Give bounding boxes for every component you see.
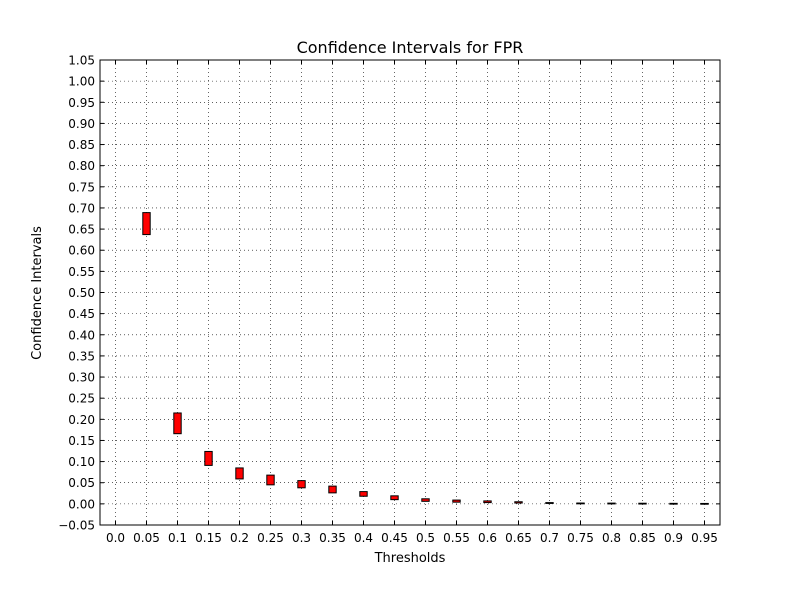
- x-tick-label: 0.05: [133, 531, 160, 545]
- ci-bar: [421, 498, 430, 502]
- y-tick-label: 0.95: [68, 96, 95, 110]
- ci-bar: [483, 500, 492, 504]
- x-axis-label: Thresholds: [374, 551, 446, 566]
- y-tick-label: 0.55: [68, 265, 95, 279]
- x-tick-label: 0.95: [691, 531, 718, 545]
- y-tick-label: 0.85: [68, 138, 95, 152]
- y-tick-label: 0.65: [68, 223, 95, 237]
- y-tick-label: −0.05: [58, 519, 95, 533]
- ci-bar: [204, 450, 213, 466]
- x-tick-label: 0.6: [478, 531, 497, 545]
- y-axis-label: Confidence Intervals: [30, 226, 45, 360]
- x-tick-label: 0.2: [230, 531, 249, 545]
- y-tick-label: 0.20: [68, 413, 95, 427]
- y-tick-label: 0.05: [68, 476, 95, 490]
- ci-bar: [514, 501, 523, 504]
- x-tick-label: 0.65: [505, 531, 532, 545]
- ci-bar: [452, 499, 461, 503]
- x-tick-label: 0.4: [354, 531, 373, 545]
- y-tick-label: 1.05: [68, 54, 95, 68]
- x-tick-label: 0.85: [629, 531, 656, 545]
- chart-title: Confidence Intervals for FPR: [297, 38, 524, 57]
- y-tick-label: 0.60: [68, 244, 95, 258]
- x-tick-label: 0.7: [540, 531, 559, 545]
- x-tick-label: 0.1: [168, 531, 187, 545]
- x-tick-label: 0.75: [567, 531, 594, 545]
- confidence-interval-bars: [142, 212, 709, 505]
- ci-bar: [638, 502, 647, 505]
- ci-bar: [142, 212, 151, 236]
- ci-bar: [545, 502, 554, 504]
- ci-bar: [359, 491, 368, 497]
- x-tick-label: 0.8: [602, 531, 621, 545]
- y-tick-label: 0.00: [68, 497, 95, 511]
- y-tick-label: 0.35: [68, 349, 95, 363]
- ci-bar: [700, 502, 709, 505]
- x-tick-label: 0.3: [292, 531, 311, 545]
- x-tick-label: 0.15: [195, 531, 222, 545]
- ci-bar: [669, 502, 678, 505]
- y-tick-label: 1.00: [68, 75, 95, 89]
- x-tick-label: 0.45: [381, 531, 408, 545]
- x-tick-label: 0.55: [443, 531, 470, 545]
- ci-bar: [297, 480, 306, 489]
- y-tick-label: 0.50: [68, 286, 95, 300]
- x-tick-label: 0.35: [319, 531, 346, 545]
- ci-bar: [607, 502, 616, 505]
- ci-bar: [173, 412, 182, 435]
- x-tick-label: 0.9: [664, 531, 683, 545]
- ci-bar: [576, 502, 585, 505]
- y-tick-label: 0.80: [68, 159, 95, 173]
- ci-bar: [390, 495, 399, 501]
- y-tick-label: 0.30: [68, 371, 95, 385]
- axis-ticks: 0.0 0.05 0.1 0.15 0.2 0.25 0.3 0.35 0.4 0.45 0.5 0.…: [58, 54, 720, 545]
- y-tick-label: 0.75: [68, 180, 95, 194]
- y-tick-label: 0.45: [68, 307, 95, 321]
- y-tick-label: 0.40: [68, 328, 95, 342]
- y-tick-label: 0.10: [68, 455, 95, 469]
- x-tick-label: 0.0: [106, 531, 125, 545]
- y-tick-label: 0.15: [68, 434, 95, 448]
- x-tick-label: 0.5: [416, 531, 435, 545]
- y-tick-label: 0.25: [68, 392, 95, 406]
- y-tick-label: 0.70: [68, 201, 95, 215]
- ci-bar: [266, 474, 275, 486]
- x-tick-label: 0.25: [257, 531, 284, 545]
- ci-bar: [328, 485, 337, 494]
- y-tick-label: 0.90: [68, 117, 95, 131]
- ci-bar: [235, 467, 244, 480]
